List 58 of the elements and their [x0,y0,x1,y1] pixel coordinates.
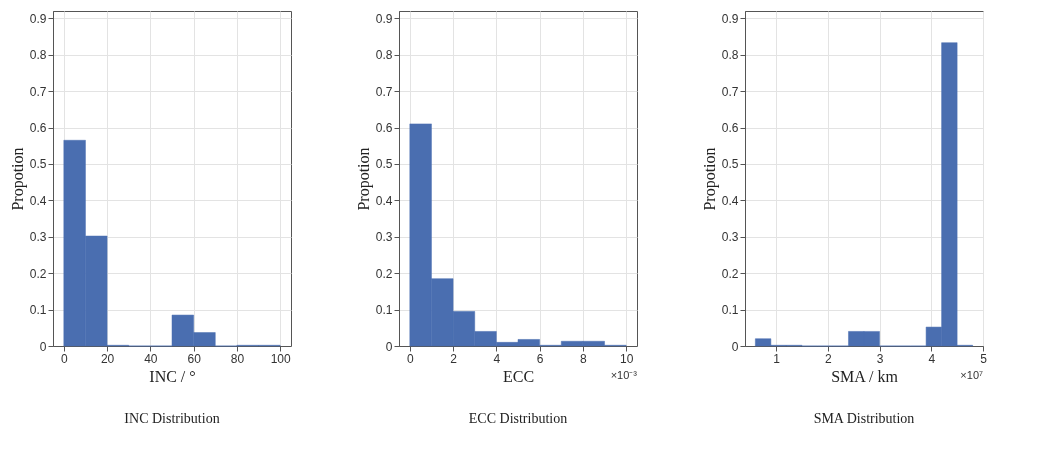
x-tick-label: 40 [144,351,158,366]
y-tick-label: 0.8 [29,48,47,63]
text: ×10⁻³ [610,369,638,381]
x-tick-label: 0 [406,351,414,366]
y-axis-title: Propotion [8,147,27,211]
x-axis-title: SMA / km [831,367,899,385]
x-axis-title: INC / ° [149,367,196,385]
y-tick-label: 0.6 [375,121,393,136]
y-tick-label: 0.6 [29,121,47,136]
y-tick-label: 0.9 [721,11,739,26]
x-tick-label: 5 [980,351,988,366]
x-tick-label: 10 [620,351,634,366]
x-tick-label: 100 [270,351,292,366]
y-tick-label: 0.2 [375,266,393,281]
y-tick-label: 0.7 [375,84,393,99]
x-tick-label: 3 [876,351,884,366]
y-tick-label: 0.8 [375,48,393,63]
x-tick-label: 2 [824,351,832,366]
x-tick-label: 2 [450,351,458,366]
y-tick-label: 0.6 [721,121,739,136]
y-tick-label: 0.4 [721,193,739,208]
x-tick-label: 1 [773,351,781,366]
x-tick-label: 20 [100,351,115,366]
y-tick-label: 0.5 [375,157,393,172]
text: INC Distribution [124,411,220,426]
y-tick-label: 0.1 [29,303,47,318]
y-tick-label: 0.3 [721,230,739,245]
y-tick-label: 0 [39,339,47,354]
y-tick-label: 0.4 [29,193,47,208]
y-tick-label: 0.5 [29,157,47,172]
y-tick-label: 0.7 [721,84,739,99]
text: ×10⁷ [960,369,984,381]
x-tick-label: 80 [230,351,245,366]
y-tick-label: 0.2 [29,266,47,281]
y-axis-title: Propotion [354,147,373,211]
text: ECC Distribution [468,411,568,426]
y-tick-label: 0 [385,339,393,354]
x-tick-label: 0 [60,351,68,366]
x-tick-label: 4 [493,351,501,366]
y-tick-label: 0.1 [721,303,739,318]
y-tick-label: 0.4 [375,193,393,208]
y-tick-label: 0.9 [29,11,47,26]
y-tick-label: 0.3 [29,230,47,245]
text: SMA Distribution [813,411,915,426]
y-tick-label: 0.1 [375,303,393,318]
y-tick-label: 0 [731,339,739,354]
x-axis-title: ECC [502,367,535,385]
y-tick-label: 0.3 [375,230,393,245]
y-tick-label: 0.2 [721,266,739,281]
x-tick-label: 4 [928,351,936,366]
y-tick-label: 0.8 [721,48,739,63]
y-tick-label: 0.9 [375,11,393,26]
y-tick-label: 0.7 [29,84,47,99]
y-axis-title: Propotion [700,147,719,211]
x-tick-label: 60 [187,351,202,366]
x-tick-label: 6 [536,351,544,366]
y-tick-label: 0.5 [721,157,739,172]
x-tick-label: 8 [580,351,588,366]
